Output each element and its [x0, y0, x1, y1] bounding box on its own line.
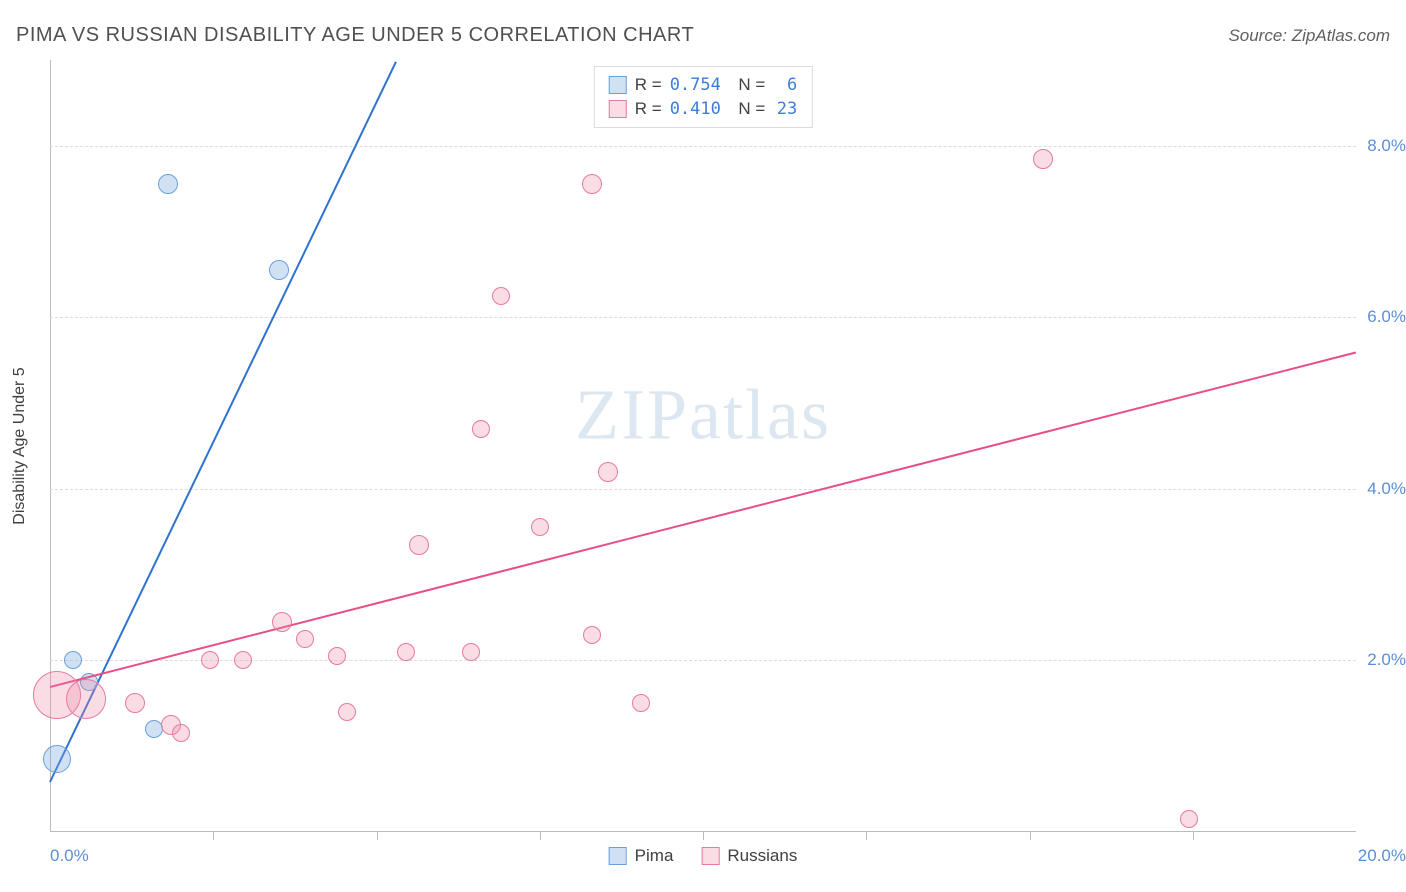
legend-item: Pima: [609, 846, 674, 866]
correlation-legend: R = 0.754 N = 6R = 0.410 N = 23: [594, 66, 813, 128]
series-legend: Pima Russians: [609, 846, 798, 866]
legend-swatch: [701, 847, 719, 865]
data-point: [492, 287, 510, 305]
data-point: [234, 651, 252, 669]
data-point: [43, 745, 71, 773]
legend-row: R = 0.410 N = 23: [609, 97, 798, 121]
legend-r-label: R =: [635, 99, 662, 119]
y-tick-label: 4.0%: [1367, 479, 1406, 499]
data-point: [1180, 810, 1198, 828]
legend-n-value: 6: [773, 75, 797, 95]
legend-item: Russians: [701, 846, 797, 866]
x-tick: [866, 832, 867, 840]
legend-label: Russians: [727, 846, 797, 866]
legend-swatch: [609, 100, 627, 118]
legend-n-value: 23: [773, 99, 797, 119]
data-point: [66, 679, 106, 719]
watermark: ZIPatlas: [575, 374, 831, 457]
grid-line: [50, 146, 1356, 147]
data-point: [172, 724, 190, 742]
data-point: [397, 643, 415, 661]
legend-n-label: N =: [729, 99, 765, 119]
y-tick-label: 2.0%: [1367, 650, 1406, 670]
x-tick: [213, 832, 214, 840]
chart-area: Disability Age Under 5 ZIPatlas 0.0% 20.…: [50, 60, 1356, 832]
data-point: [272, 612, 292, 632]
x-axis-max-label: 20.0%: [1358, 846, 1406, 866]
legend-swatch: [609, 847, 627, 865]
data-point: [201, 651, 219, 669]
legend-swatch: [609, 76, 627, 94]
data-point: [598, 462, 618, 482]
x-tick: [1030, 832, 1031, 840]
y-tick-label: 8.0%: [1367, 136, 1406, 156]
x-axis-min-label: 0.0%: [50, 846, 89, 866]
data-point: [462, 643, 480, 661]
legend-n-label: N =: [729, 75, 765, 95]
source-attribution: Source: ZipAtlas.com: [1228, 26, 1390, 46]
grid-line: [50, 317, 1356, 318]
data-point: [472, 420, 490, 438]
x-tick: [703, 832, 704, 840]
trend-line: [50, 352, 1356, 688]
data-point: [296, 630, 314, 648]
legend-label: Pima: [635, 846, 674, 866]
data-point: [1033, 149, 1053, 169]
legend-r-value: 0.410: [670, 99, 721, 119]
y-axis-label: Disability Age Under 5: [11, 367, 29, 524]
data-point: [409, 535, 429, 555]
legend-r-value: 0.754: [670, 75, 721, 95]
data-point: [583, 626, 601, 644]
x-tick: [1193, 832, 1194, 840]
data-point: [328, 647, 346, 665]
plot-region: ZIPatlas 0.0% 20.0% R = 0.754 N = 6R = 0…: [50, 60, 1356, 832]
data-point: [158, 174, 178, 194]
legend-r-label: R =: [635, 75, 662, 95]
legend-row: R = 0.754 N = 6: [609, 73, 798, 97]
data-point: [269, 260, 289, 280]
chart-title: PIMA VS RUSSIAN DISABILITY AGE UNDER 5 C…: [16, 24, 694, 47]
data-point: [632, 694, 650, 712]
x-tick: [540, 832, 541, 840]
data-point: [582, 174, 602, 194]
header: PIMA VS RUSSIAN DISABILITY AGE UNDER 5 C…: [16, 24, 1390, 47]
grid-line: [50, 489, 1356, 490]
data-point: [531, 518, 549, 536]
data-point: [338, 703, 356, 721]
data-point: [64, 651, 82, 669]
x-tick: [377, 832, 378, 840]
y-tick-label: 6.0%: [1367, 307, 1406, 327]
data-point: [125, 693, 145, 713]
